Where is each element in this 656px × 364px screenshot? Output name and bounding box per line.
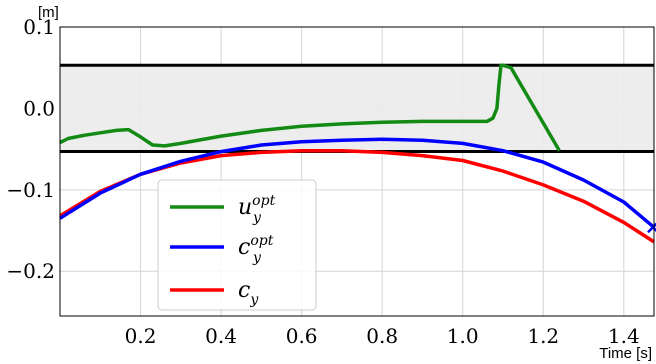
tick-labels: 0.2 0.4 0.6 0.8 1.0 1.2 1.4 0.1 0.0 −0.1 −0.2	[6, 15, 639, 348]
y-axis-unit-label: [m]	[38, 4, 59, 21]
x-tick-label-4: 1.0	[447, 324, 479, 348]
y-tick-label-3: −0.2	[6, 259, 55, 283]
x-tick-label-1: 0.4	[205, 324, 237, 348]
series-line-2	[59, 148, 655, 244]
bounds-fill	[60, 65, 654, 152]
x-tick-label-5: 1.2	[527, 324, 559, 348]
x-tick-label-0: 0.2	[125, 324, 157, 348]
plot-frame	[59, 26, 655, 317]
end-markers	[647, 221, 656, 234]
series-line-1	[59, 137, 656, 229]
legend-symbol-0: u	[238, 195, 252, 220]
bounds-band	[60, 63, 654, 154]
legend-box	[157, 179, 317, 311]
legend-superscript-0: opt	[252, 193, 275, 209]
y-tick-label-2: −0.1	[6, 178, 55, 202]
x-tick-label-2: 0.6	[286, 324, 318, 348]
series-lines	[59, 63, 656, 244]
legend-label-1: copt y	[238, 233, 274, 266]
y-tick-label-1: 0.0	[23, 96, 55, 120]
end-marker	[647, 221, 656, 234]
legend-symbol-2: c	[238, 278, 250, 303]
legend-subscript-1: y	[252, 250, 262, 266]
y-tick-label-0: 0.1	[23, 15, 55, 39]
legend-superscript-1: opt	[250, 233, 273, 249]
legend-label-0: uopt y	[238, 193, 276, 226]
x-tick-label-6: 1.4	[608, 324, 640, 348]
x-tick-label-3: 0.8	[366, 324, 398, 348]
series-line-0	[59, 63, 561, 152]
x-axis-label: Time [s]	[599, 345, 652, 362]
legend-label-2: cy	[238, 278, 259, 308]
legend-subscript-2: y	[249, 292, 259, 308]
legend-subscript-0: y	[252, 210, 262, 226]
legend-symbol-1: c	[238, 235, 250, 260]
